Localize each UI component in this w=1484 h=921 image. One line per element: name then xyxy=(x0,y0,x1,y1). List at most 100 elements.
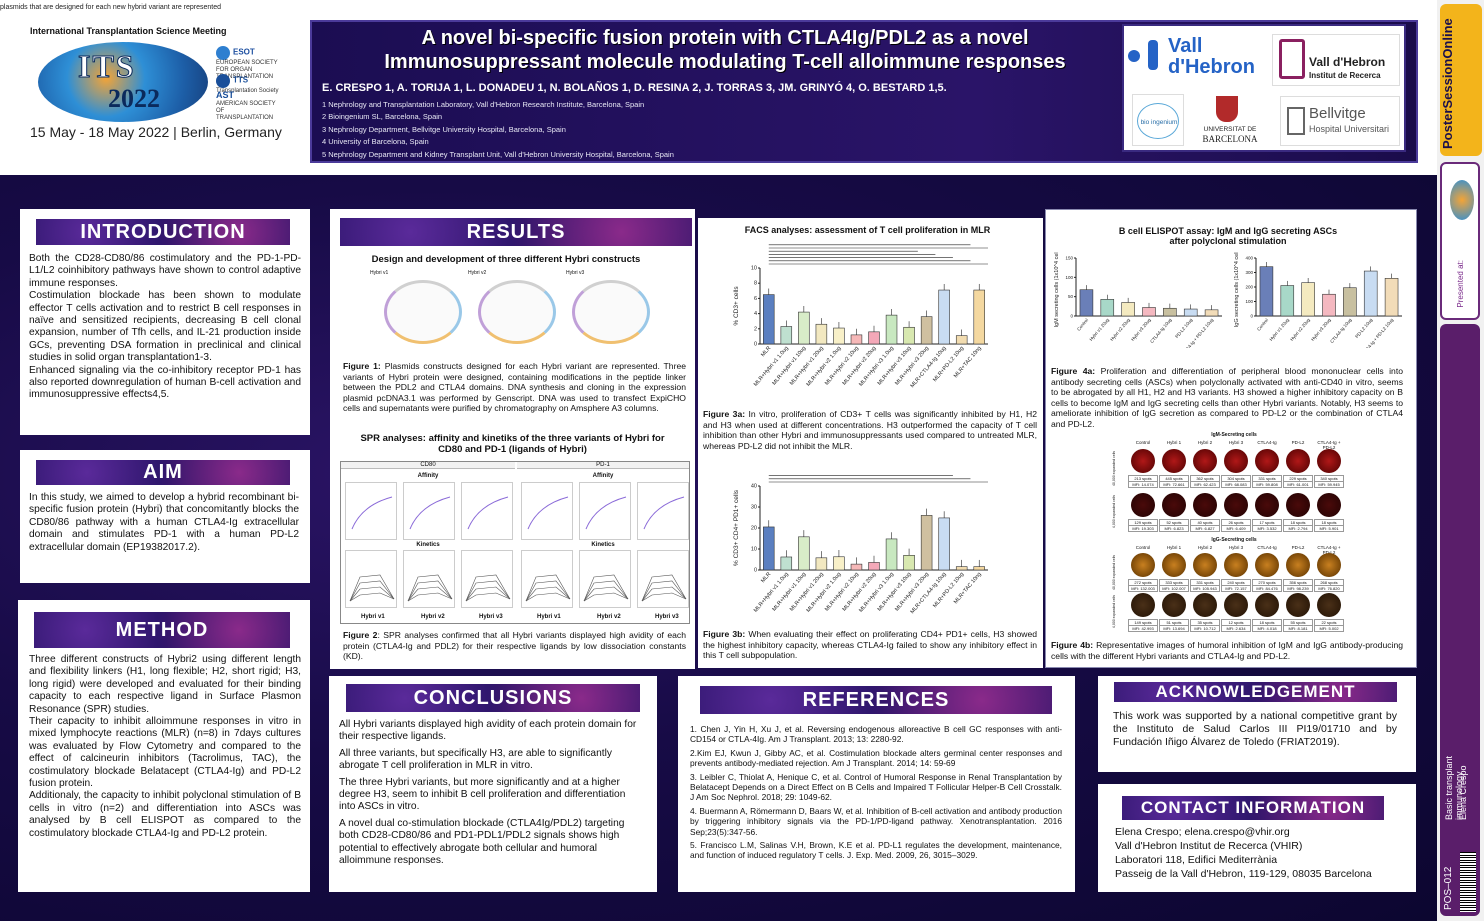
mfi-value: MFI: 2.634 xyxy=(1221,625,1251,632)
bar xyxy=(798,536,810,571)
esot-name: EUROPEAN SOCIETY FOR ORGAN TRANSPLANTATI… xyxy=(216,60,278,80)
kinetic-curve xyxy=(583,592,629,602)
fig1-caption-text: Plasmids constructs designed for each Hy… xyxy=(343,361,687,414)
bar xyxy=(903,555,915,571)
conference-dates: 15 May - 18 May 2022 | Berlin, Germany xyxy=(30,124,282,140)
y-tick-label: 0 xyxy=(754,342,757,348)
mfi-value: MFI: 62.423 xyxy=(1190,481,1220,488)
x-tick-label: Hybri v1 20ug xyxy=(1268,317,1290,342)
spr-label-2: Hybri v2 xyxy=(421,614,445,620)
y-tick-label: 400 xyxy=(1245,256,1253,261)
y-axis-label: IgG secreting cells (1x10^4 cells) xyxy=(1234,252,1240,327)
bar xyxy=(815,323,828,345)
bar xyxy=(1301,282,1315,317)
mfi-value: MFI: 102.007 xyxy=(1159,585,1189,592)
references-list: 1. Chen J, Yin H, Xu J, et al. Reversing… xyxy=(690,724,1062,864)
tts-icon xyxy=(216,74,230,88)
fig4a-igm-chart: 0 50 100 150 IgM secreting cells (1x10^4 cel… xyxy=(1054,252,1222,348)
bellvitge-line2: Hospital Universitari xyxy=(1309,124,1390,134)
kinetic-curve xyxy=(465,580,511,602)
conclusions-panel xyxy=(329,676,657,892)
mfi-value: MFI: 6.409 xyxy=(1221,525,1251,532)
affinity-curve xyxy=(467,496,509,530)
mfi-value: MFI: 19.303 xyxy=(1128,525,1158,532)
elispot-well xyxy=(1317,593,1341,617)
affinity-curve xyxy=(351,496,393,530)
spr-curve xyxy=(525,574,571,602)
spr-sensorgram xyxy=(637,482,689,540)
affiliation-2: 2 Bioingenium SL, Barcelona, Spain xyxy=(322,112,443,121)
fig1-title: Design and development of three differen… xyxy=(371,254,641,265)
elispot-well xyxy=(1286,449,1310,473)
kinetic-curve xyxy=(407,586,453,602)
bar xyxy=(833,327,845,345)
vall-hebron-dot-icon xyxy=(1128,50,1140,62)
bar xyxy=(815,557,828,571)
tts-mark: TTS xyxy=(233,75,249,85)
elispot-well xyxy=(1224,553,1248,577)
mfi-value: MFI: 72.661 xyxy=(1159,481,1189,488)
bioingenium-name: bio ingenium xyxy=(1140,119,1178,126)
esot-icon xyxy=(216,46,230,60)
kinetic-curve xyxy=(525,574,571,602)
x-tick-label: MLR xyxy=(760,571,772,584)
elispot-title-line-1: B cell ELISPOT assay: IgM and IgG secret… xyxy=(1118,226,1338,236)
mfi-value: MFI: 72.157 xyxy=(1221,585,1251,592)
plasmid-map-3 xyxy=(572,280,650,344)
column-label: Hybri 1 xyxy=(1166,440,1182,445)
its-mini-logo xyxy=(1450,180,1474,220)
affinity-curve xyxy=(527,496,569,530)
method-heading: METHOD xyxy=(34,612,290,648)
elispot-well xyxy=(1162,553,1186,577)
bar xyxy=(1163,307,1177,317)
spr-label-3: Hybri v3 xyxy=(479,614,503,620)
kinetic-curve xyxy=(349,574,395,602)
vall-hebron-logo: Vall d'Hebron xyxy=(1128,36,1268,82)
mfi-value: MFI: 13.694 xyxy=(1159,625,1189,632)
spr-curve xyxy=(585,496,627,530)
column-label: Hybri 3 xyxy=(1228,440,1244,445)
y-tick-label: 30 xyxy=(751,505,757,511)
contact-heading: CONTACT INFORMATION xyxy=(1122,796,1384,820)
column-label: PD-L2 xyxy=(1291,545,1305,550)
spr-sensorgram xyxy=(637,550,689,608)
vall-hebron-line2: d'Hebron xyxy=(1168,56,1255,78)
spr-curve xyxy=(643,496,685,530)
kinetic-curve xyxy=(525,580,571,602)
results-heading: RESULTS xyxy=(340,218,692,246)
kinetic-curve xyxy=(525,586,571,602)
kinetic-curve xyxy=(407,580,453,602)
spr-sensorgram xyxy=(521,550,573,608)
brand-badge xyxy=(1440,4,1482,156)
introduction-body: Both the CD28-CD80/86 costimulatory and … xyxy=(29,253,301,402)
bar xyxy=(1259,266,1274,317)
fig1-caption-label: Figure 1: xyxy=(343,361,381,371)
elispot-well xyxy=(1131,593,1155,617)
spr-sensorgram xyxy=(461,550,513,608)
y-tick-label: 8 xyxy=(754,281,757,287)
conclusions-body: All Hybri variants displayed high avidit… xyxy=(339,719,641,867)
elispot-well xyxy=(1162,449,1186,473)
introduction-heading: INTRODUCTION xyxy=(36,219,290,245)
bar xyxy=(763,294,775,345)
mfi-value: MFI: 4.018 xyxy=(1252,625,1282,632)
column-label: Hybri 3 xyxy=(1228,545,1244,550)
elispot-well xyxy=(1131,449,1155,473)
spr-kinetics-label-cd80: Kinetics xyxy=(416,542,440,548)
bar xyxy=(1142,307,1156,317)
bar xyxy=(938,517,950,571)
mfi-value: MFI: 10.712 xyxy=(1190,625,1220,632)
spr-curve xyxy=(349,574,395,602)
elispot-well xyxy=(1224,593,1248,617)
y-tick-label: 150 xyxy=(1065,256,1073,261)
title-line-2: Immunosuppressant molecule modulating T-… xyxy=(384,51,1066,73)
elispot-title-line-2: after polyclonal stimulation xyxy=(1169,236,1287,246)
kinetic-curve xyxy=(407,574,453,602)
bar xyxy=(903,326,915,345)
x-tick-label: Control xyxy=(1076,317,1089,331)
spr-sensorgram xyxy=(345,550,397,608)
elispot-well xyxy=(1317,493,1341,517)
vhir-line2: Institut de Recerca xyxy=(1309,71,1381,80)
spr-header-cd80: CD80 xyxy=(341,462,515,469)
